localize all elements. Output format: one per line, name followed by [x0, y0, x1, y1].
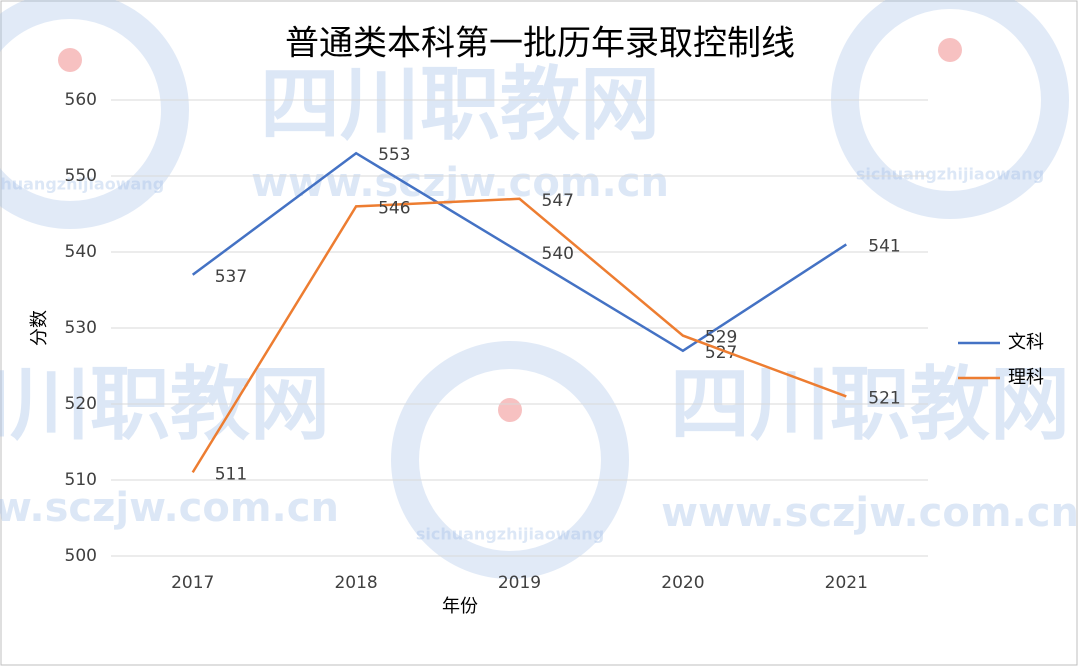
watermark-pinyin: sichuangzhijiaowang: [0, 175, 164, 194]
watermark-text: 四川职教网: [260, 58, 660, 151]
y-axis-label: 分数: [29, 310, 50, 346]
x-tick-label: 2020: [661, 573, 704, 593]
watermark-logo: [0, 0, 189, 229]
data-label: 511: [215, 464, 247, 484]
data-label: 546: [378, 198, 410, 218]
chart-title: 普通类本科第一批历年录取控制线: [285, 24, 795, 64]
watermark-url: www.sczjw.com.cn: [251, 160, 669, 206]
legend-label: 文科: [1008, 332, 1044, 353]
x-tick-label: 2019: [498, 573, 541, 593]
data-label: 521: [868, 388, 900, 408]
series-line: [191, 197, 847, 474]
watermark-pinyin: sichuangzhijiaowang: [856, 165, 1044, 184]
watermark-logo: [391, 341, 629, 579]
data-label: 547: [542, 191, 574, 211]
series-line: [191, 151, 847, 353]
x-tick-label: 2018: [334, 573, 377, 593]
watermark-dot: [498, 398, 522, 422]
y-tick-label: 530: [65, 318, 97, 338]
y-tick-label: 550: [65, 166, 97, 186]
watermark-url: www.sczjw.com.cn: [661, 490, 1079, 536]
x-tick-label: 2017: [171, 573, 214, 593]
data-label: 537: [215, 267, 247, 287]
data-label: 541: [868, 236, 900, 256]
watermark-pinyin: sichuangzhijiaowang: [416, 525, 604, 544]
watermark-dot: [58, 48, 82, 72]
data-label: 529: [705, 328, 737, 348]
x-tick-label: 2021: [825, 573, 868, 593]
watermark-dot: [938, 38, 962, 62]
watermark-layer: 四川职教网四川职教网四川职教网www.sczjw.com.cnwww.sczjw…: [0, 0, 1079, 579]
x-axis-label: 年份: [442, 596, 478, 617]
data-label: 553: [378, 145, 410, 165]
y-tick-label: 510: [65, 470, 97, 490]
data-label: 540: [542, 244, 574, 264]
watermark-url: www.sczjw.com.cn: [0, 485, 339, 531]
y-tick-label: 500: [65, 546, 97, 566]
legend-label: 理科: [1008, 367, 1044, 388]
y-tick-label: 520: [65, 394, 97, 414]
y-tick-label: 560: [65, 90, 97, 110]
y-tick-label: 540: [65, 242, 97, 262]
